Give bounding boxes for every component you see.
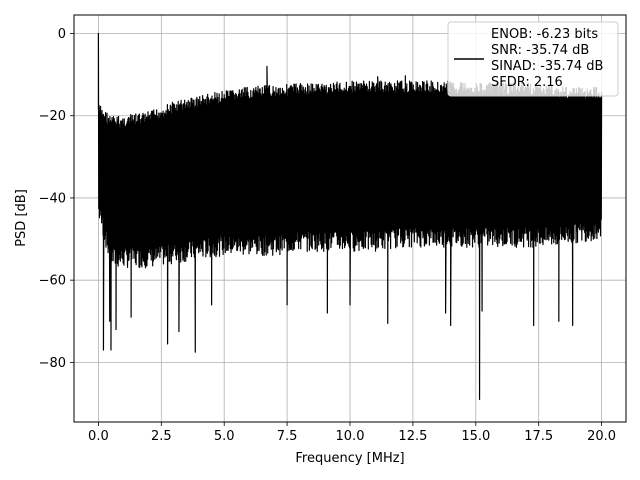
legend-entry-sinad: SINAD: -35.74 dB [491,59,603,74]
series-group [97,32,603,400]
y-axis-label: PSD [dB] [14,189,29,247]
legend-box [447,21,619,97]
ticks: 0.0 2.5 5.0 7.5 10.0 12.5 15.0 17.5 20.0 0 −20 −40 −… [39,27,617,444]
legend: ENOB: -6.23 bits SNR: -35.74 dB SINAD: -… [447,21,619,97]
y-tick-label: −60 [39,274,66,289]
legend-entry-snr: SNR: -35.74 dB [491,43,589,58]
y-tick-label: 0 [58,27,66,42]
x-tick-label: 15.0 [461,429,490,444]
x-tick-label: 7.5 [277,429,298,444]
x-tick-label: 17.5 [524,429,553,444]
x-tick-label: 12.5 [398,429,427,444]
x-tick-label: 0.0 [88,429,109,444]
x-tick-label: 10.0 [336,429,365,444]
psd-series-line [97,32,603,400]
y-tick-label: −80 [39,356,66,371]
x-tick-label: 20.0 [587,429,616,444]
x-tick-label: 5.0 [214,429,235,444]
y-tick-label: −20 [39,109,66,124]
legend-entry-enob: ENOB: -6.23 bits [491,27,598,42]
x-tick-label: 2.5 [151,429,172,444]
y-tick-label: −40 [39,191,66,206]
legend-entry-sfdr: SFDR: 2.16 [491,75,563,90]
x-axis-label: Frequency [MHz] [295,451,404,466]
